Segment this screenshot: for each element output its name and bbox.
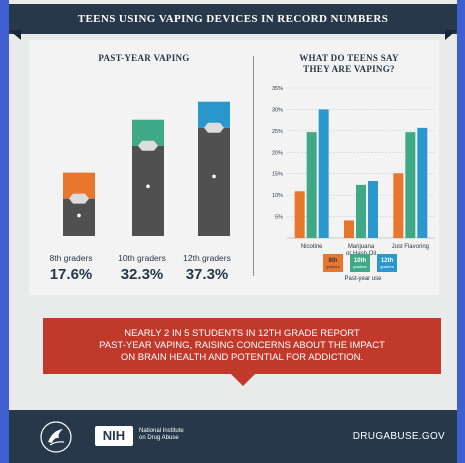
what-teens-vape-chart: 5%10%15%20%25%30%35%Nicotine Marijuanaor … — [272, 86, 435, 282]
vape-body-2 — [132, 145, 164, 236]
grade-label-10: 10th graders — [118, 253, 166, 263]
y-tick-label: 10% — [272, 193, 283, 199]
right-title-line2: THEY ARE VAPING? — [303, 64, 395, 74]
footer: NIH National Institute on Drug Abuse DRU… — [9, 410, 457, 463]
x-category-label: Nicotine — [301, 244, 323, 250]
grade-value-10: 32.3% — [120, 266, 164, 283]
website-link[interactable]: DRUGABUSE.GOV — [352, 431, 445, 442]
nih-logo: NIH — [95, 426, 133, 446]
bar-0-2 — [318, 109, 329, 238]
callout-box: NEARLY 2 IN 5 STUDENTS IN 12TH GRADE REP… — [43, 318, 441, 374]
vape-button-3 — [212, 174, 216, 179]
callout-line1: NEARLY 2 IN 5 STUDENTS IN 12TH GRADE REP… — [124, 328, 360, 339]
grade-label-8: 8th graders — [49, 253, 93, 263]
y-tick-label: 35% — [272, 86, 283, 92]
y-tick-label: 15% — [272, 172, 283, 178]
y-tick-label: 30% — [272, 107, 283, 113]
banner-fold-left — [9, 30, 21, 40]
y-tick-label: 20% — [272, 150, 283, 156]
vape-button-2 — [146, 184, 150, 189]
banner-fold-right — [445, 30, 457, 40]
callout-line2: PAST-YEAR VAPING, RAISING CONCERNS ABOUT… — [99, 340, 385, 351]
legend-swatch-2 — [350, 254, 370, 272]
left-section-title: PAST-YEAR VAPING — [98, 53, 190, 63]
hhs-eagle-icon — [40, 421, 72, 453]
y-tick-label: 5% — [275, 215, 283, 221]
infographic-frame: TEENS USING VAPING DEVICES IN RECORD NUM… — [9, 0, 457, 463]
legend-swatch-1 — [323, 254, 343, 272]
bar-2-1 — [405, 132, 416, 238]
legend-swatch-3 — [377, 254, 397, 272]
bar-2-2 — [417, 127, 428, 238]
legend-caption: Past-year use — [344, 276, 382, 282]
bar-2-0 — [393, 173, 404, 238]
vape-connector-3 — [204, 122, 224, 133]
nih-name-line2: on Drug Abuse — [139, 435, 179, 441]
callout-line3: ON BRAIN HEALTH AND POTENTIAL FOR ADDICT… — [120, 352, 364, 363]
callout-pointer — [231, 374, 255, 386]
legend-label: 12th — [381, 258, 394, 264]
x-category-label: Just Flavoring — [392, 244, 429, 250]
legend-label: 8th — [329, 258, 338, 264]
bar-1-1 — [356, 184, 366, 238]
nih-name-line1: National Institute — [139, 428, 184, 434]
legend-sublabel: graders — [326, 264, 340, 269]
bar-1-0 — [344, 220, 354, 238]
vape-body-3 — [198, 127, 230, 236]
callout-text: NEARLY 2 IN 5 STUDENTS IN 12TH GRADE REP… — [57, 328, 427, 364]
title-banner: TEENS USING VAPING DEVICES IN RECORD NUM… — [9, 4, 457, 34]
vape-connector-2 — [138, 140, 158, 151]
right-section-title: WHAT DO TEENS SAY THEY ARE VAPING? — [269, 53, 429, 75]
grade-value-12: 37.3% — [185, 266, 229, 283]
right-title-line1: WHAT DO TEENS SAY — [299, 53, 399, 63]
nih-institute-name: National Institute on Drug Abuse — [139, 428, 199, 442]
chart-panel: PAST-YEAR VAPING WHAT DO TEENS SAY THEY … — [29, 40, 439, 295]
y-tick-label: 25% — [272, 129, 283, 135]
grade-value-8: 17.6% — [49, 266, 93, 283]
grade-label-12: 12th graders — [183, 253, 231, 263]
banner-title: TEENS USING VAPING DEVICES IN RECORD NUM… — [77, 13, 389, 25]
bar-1-2 — [368, 181, 378, 238]
legend-sublabel: graders — [380, 264, 394, 269]
legend-sublabel: graders — [353, 264, 367, 269]
bar-0-1 — [306, 132, 317, 238]
vape-button-1 — [77, 213, 81, 218]
x-category-label: Marijuana — [348, 244, 375, 250]
vape-body-1 — [63, 198, 95, 236]
bar-0-0 — [294, 191, 305, 238]
section-divider — [253, 56, 254, 276]
past-year-vaping-chart — [63, 101, 230, 236]
vape-connector-1 — [69, 193, 89, 204]
legend-label: 10th — [354, 258, 367, 264]
